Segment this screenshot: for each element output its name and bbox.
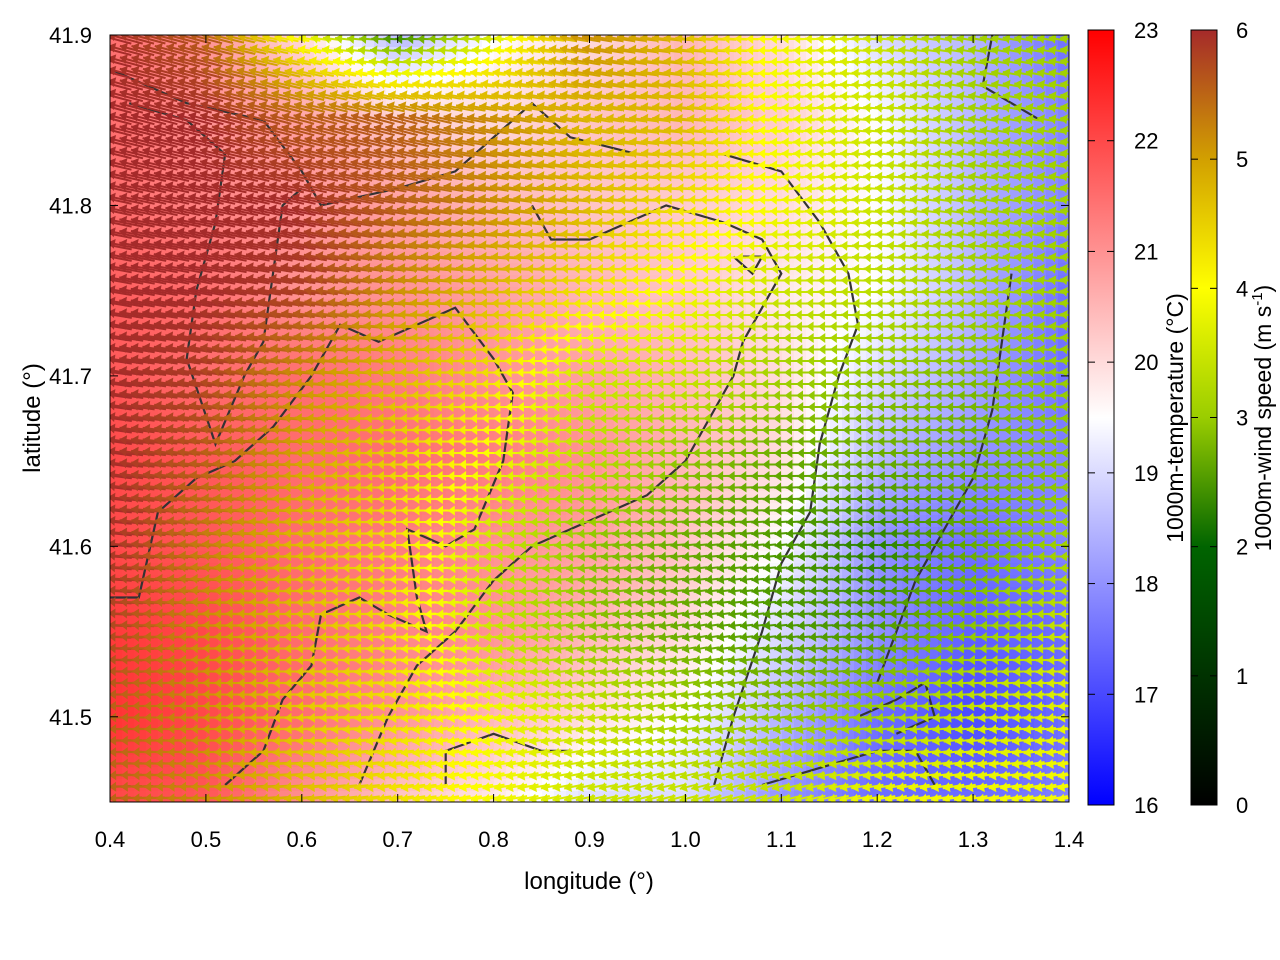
temperature-cell: [554, 479, 567, 492]
temperature-cell: [434, 299, 447, 312]
temperature-cell: [1022, 587, 1035, 600]
temperature-cell: [374, 587, 387, 600]
temperature-cell: [350, 479, 363, 492]
temperature-cell: [362, 479, 375, 492]
plot-area: [96, 31, 1079, 803]
